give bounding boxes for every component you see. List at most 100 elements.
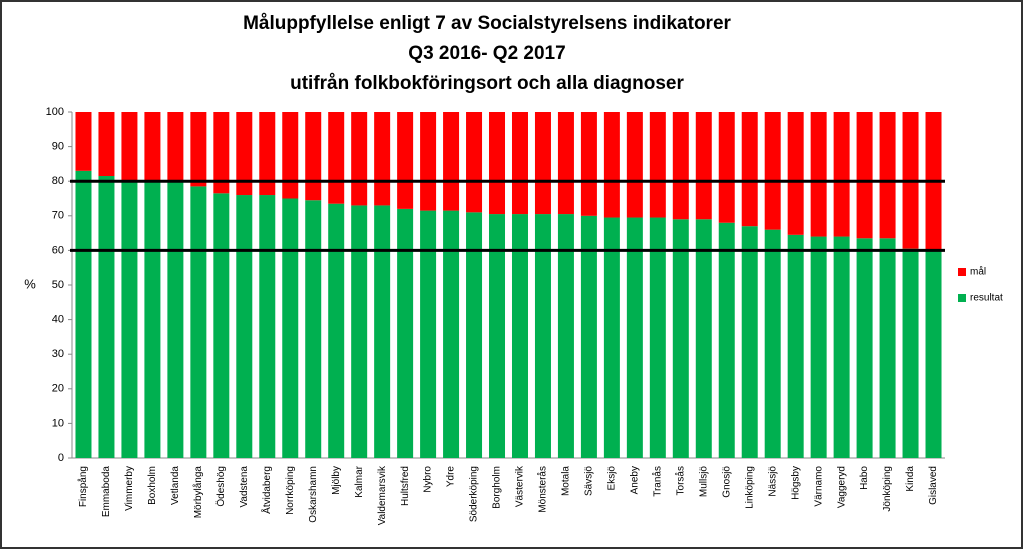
bar-segment [672, 219, 689, 458]
legend-swatch [958, 268, 966, 276]
bar-segment [167, 181, 184, 458]
bar-segment [259, 195, 276, 459]
bar-segment [511, 214, 528, 458]
bar-segment [328, 112, 345, 204]
bar-segment [443, 210, 460, 458]
bar-segment [236, 195, 253, 459]
bar-segment [695, 219, 712, 458]
bar-segment [420, 210, 437, 458]
bar-segment [374, 112, 391, 206]
bar-segment [443, 112, 460, 211]
bar-segment [741, 112, 758, 227]
y-tick-label: 80 [52, 175, 64, 187]
bar-segment [397, 112, 414, 209]
bar-segment [856, 112, 873, 239]
x-tick-label: Motala [561, 466, 572, 496]
bar-segment [534, 112, 551, 215]
bar-segment [534, 214, 551, 458]
bar-segment [810, 112, 827, 237]
bar-segment [213, 112, 230, 194]
bar-segment [695, 112, 712, 220]
bar-segment [121, 112, 138, 182]
bar-segment [236, 112, 253, 196]
bar-segment [282, 112, 299, 199]
bar-segment [466, 212, 483, 458]
legend-label: mål [970, 266, 986, 278]
y-tick-label: 100 [46, 106, 64, 118]
bar-segment [810, 236, 827, 458]
x-tick-label: Eksjö [607, 466, 618, 491]
bar-segment [466, 112, 483, 213]
bar-segment [190, 112, 207, 187]
bar-segment [190, 186, 207, 458]
bar-segment [626, 217, 643, 458]
x-tick-label: Gislaved [928, 466, 939, 505]
x-tick-label: Oskarshamn [308, 466, 319, 523]
bar-segment [603, 217, 620, 458]
bar-segment [75, 112, 92, 171]
bar-segment [374, 205, 391, 458]
bar-segment [672, 112, 689, 220]
x-tick-label: Emmaboda [101, 466, 112, 518]
x-tick-label: Sävsjö [584, 466, 595, 496]
bar-segment [305, 200, 322, 459]
bar-segment [167, 112, 184, 182]
bar-segment [925, 250, 942, 458]
y-tick-label: 10 [52, 417, 64, 429]
bar-segment [511, 112, 528, 215]
bar-segment [833, 236, 850, 458]
y-tick-label: 50 [52, 279, 64, 291]
bar-segment [787, 112, 804, 235]
x-tick-label: Mjölby [331, 466, 342, 495]
y-tick-label: 20 [52, 383, 64, 395]
bar-segment [764, 229, 781, 458]
x-tick-label: Värnamo [813, 466, 824, 507]
x-tick-label: Valdemarsvik [377, 465, 388, 525]
bar-segment [856, 238, 873, 458]
y-tick-label: 30 [52, 348, 64, 360]
legend-swatch [958, 294, 966, 302]
bar-segment [282, 198, 299, 458]
legend-label: resultat [970, 293, 1003, 304]
bar-segment [580, 112, 597, 216]
bar-segment [144, 181, 161, 458]
bar-segment [328, 203, 345, 458]
bar-segment [397, 208, 414, 458]
bar-segment [879, 238, 896, 458]
x-tick-label: Nässjö [767, 466, 778, 497]
x-tick-label: Jönköping [882, 466, 893, 512]
bar-segment [603, 112, 620, 218]
x-tick-label: Högsby [790, 466, 801, 500]
x-tick-label: Mönsterås [537, 466, 549, 513]
bar-segment [213, 193, 230, 458]
bar-segment [351, 205, 368, 458]
x-tick-label: Finspång [77, 466, 89, 507]
bar-segment [489, 112, 506, 215]
x-tick-label: Kalmar [354, 465, 365, 497]
bar-segment [741, 226, 758, 458]
bar-segment [902, 248, 919, 458]
x-tick-label: Hultsfred [400, 466, 411, 506]
chart-title: Måluppfyllelse enligt 7 av Socialstyrels… [243, 13, 731, 34]
x-tick-label: Vimmerby [124, 466, 135, 511]
bar-segment [305, 112, 322, 201]
bar-segment [787, 234, 804, 458]
y-tick-label: 90 [52, 141, 64, 153]
x-tick-label: Ydre [446, 466, 457, 488]
bar-segment [764, 112, 781, 230]
y-tick-label: 40 [52, 314, 64, 326]
bar-segment [557, 112, 574, 215]
bar-segment [718, 112, 735, 223]
bar-segment [833, 112, 850, 237]
bar-segment [649, 112, 666, 218]
bar-segment [649, 217, 666, 458]
x-tick-label: Åtvidaberg [260, 466, 273, 514]
y-tick-label: 0 [58, 452, 64, 464]
x-tick-label: Borgholm [492, 466, 503, 509]
bar-segment [144, 112, 161, 182]
bar-segment [489, 214, 506, 458]
y-axis-label: % [24, 276, 36, 291]
bar-segment [626, 112, 643, 218]
